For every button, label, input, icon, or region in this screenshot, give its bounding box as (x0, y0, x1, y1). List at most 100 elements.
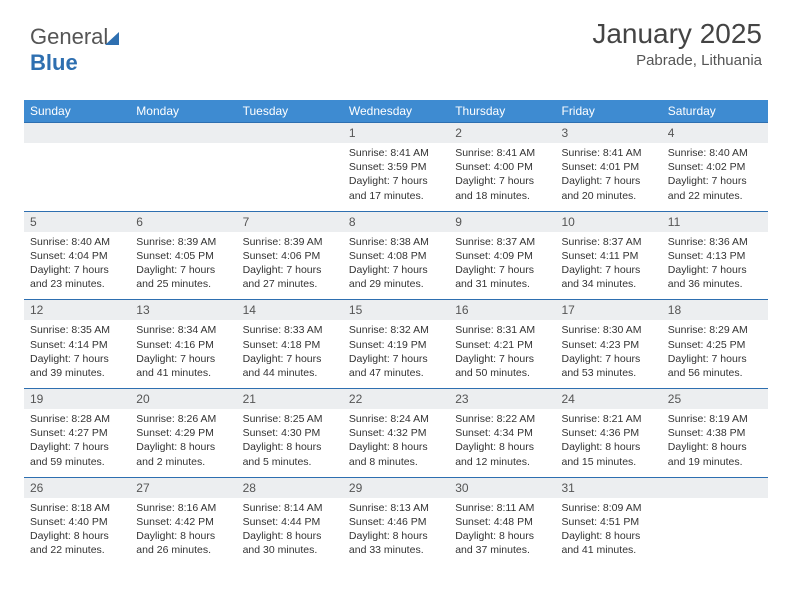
location: Pabrade, Lithuania (592, 52, 762, 69)
sunrise: Sunrise: 8:40 AM (668, 146, 762, 160)
sunset: Sunset: 4:48 PM (455, 515, 549, 529)
day-number: 15 (343, 299, 449, 320)
sunset: Sunset: 4:46 PM (349, 515, 443, 529)
day-detail: Sunrise: 8:36 AMSunset: 4:13 PMDaylight:… (662, 232, 768, 300)
sunset: Sunset: 4:23 PM (561, 338, 655, 352)
sunset: Sunset: 4:05 PM (136, 249, 230, 263)
daylight-1: Daylight: 7 hours (455, 174, 549, 188)
sunrise: Sunrise: 8:41 AM (561, 146, 655, 160)
day-detail: Sunrise: 8:18 AMSunset: 4:40 PMDaylight:… (24, 498, 130, 566)
daylight-1: Daylight: 7 hours (243, 263, 337, 277)
day-number: 3 (555, 122, 661, 143)
sunrise: Sunrise: 8:14 AM (243, 501, 337, 515)
sunset: Sunset: 4:02 PM (668, 160, 762, 174)
sunset: Sunset: 4:01 PM (561, 160, 655, 174)
daylight-1: Daylight: 8 hours (136, 529, 230, 543)
day-number: 26 (24, 477, 130, 498)
sunrise: Sunrise: 8:32 AM (349, 323, 443, 337)
sunrise: Sunrise: 8:40 AM (30, 235, 124, 249)
day-detail: Sunrise: 8:41 AMSunset: 4:01 PMDaylight:… (555, 143, 661, 211)
daylight-1: Daylight: 8 hours (561, 529, 655, 543)
daylight-2: and 33 minutes. (349, 543, 443, 557)
day-number: 12 (24, 299, 130, 320)
sunrise: Sunrise: 8:41 AM (455, 146, 549, 160)
day-detail (662, 498, 768, 566)
daylight-2: and 12 minutes. (455, 455, 549, 469)
day-detail: Sunrise: 8:32 AMSunset: 4:19 PMDaylight:… (343, 320, 449, 388)
weekday-header-row: SundayMondayTuesdayWednesdayThursdayFrid… (24, 100, 768, 122)
daytext-row: Sunrise: 8:28 AMSunset: 4:27 PMDaylight:… (24, 409, 768, 477)
sunrise: Sunrise: 8:39 AM (243, 235, 337, 249)
weekday-header: Wednesday (343, 100, 449, 122)
sunset: Sunset: 4:06 PM (243, 249, 337, 263)
day-number: 21 (237, 388, 343, 409)
day-detail: Sunrise: 8:40 AMSunset: 4:02 PMDaylight:… (662, 143, 768, 211)
daylight-1: Daylight: 8 hours (668, 440, 762, 454)
day-number: 20 (130, 388, 236, 409)
logo: General Blue (30, 24, 122, 76)
daylight-1: Daylight: 7 hours (136, 352, 230, 366)
day-number (237, 122, 343, 143)
daylight-2: and 17 minutes. (349, 189, 443, 203)
daylight-2: and 37 minutes. (455, 543, 549, 557)
daylight-1: Daylight: 7 hours (243, 352, 337, 366)
day-detail: Sunrise: 8:30 AMSunset: 4:23 PMDaylight:… (555, 320, 661, 388)
page-title: January 2025 (592, 18, 762, 50)
daylight-1: Daylight: 7 hours (349, 352, 443, 366)
sunrise: Sunrise: 8:35 AM (30, 323, 124, 337)
calendar: SundayMondayTuesdayWednesdayThursdayFrid… (24, 100, 768, 565)
daylight-1: Daylight: 7 hours (668, 174, 762, 188)
sunrise: Sunrise: 8:16 AM (136, 501, 230, 515)
daylight-1: Daylight: 7 hours (668, 263, 762, 277)
weekday-header: Friday (555, 100, 661, 122)
sunrise: Sunrise: 8:36 AM (668, 235, 762, 249)
daylight-1: Daylight: 7 hours (30, 440, 124, 454)
day-detail: Sunrise: 8:37 AMSunset: 4:09 PMDaylight:… (449, 232, 555, 300)
daylight-1: Daylight: 7 hours (30, 263, 124, 277)
day-detail: Sunrise: 8:24 AMSunset: 4:32 PMDaylight:… (343, 409, 449, 477)
day-detail: Sunrise: 8:25 AMSunset: 4:30 PMDaylight:… (237, 409, 343, 477)
sunset: Sunset: 4:18 PM (243, 338, 337, 352)
daylight-2: and 19 minutes. (668, 455, 762, 469)
sunrise: Sunrise: 8:31 AM (455, 323, 549, 337)
daynum-row: 12131415161718 (24, 299, 768, 320)
daylight-1: Daylight: 7 hours (30, 352, 124, 366)
day-detail (24, 143, 130, 211)
day-detail (130, 143, 236, 211)
day-number: 10 (555, 211, 661, 232)
sunset: Sunset: 4:40 PM (30, 515, 124, 529)
sunset: Sunset: 4:11 PM (561, 249, 655, 263)
sunrise: Sunrise: 8:38 AM (349, 235, 443, 249)
sunrise: Sunrise: 8:25 AM (243, 412, 337, 426)
daylight-1: Daylight: 7 hours (561, 352, 655, 366)
weekday-header: Sunday (24, 100, 130, 122)
daytext-row: Sunrise: 8:40 AMSunset: 4:04 PMDaylight:… (24, 232, 768, 300)
day-number: 23 (449, 388, 555, 409)
daynum-row: 19202122232425 (24, 388, 768, 409)
daylight-1: Daylight: 7 hours (349, 263, 443, 277)
daylight-2: and 18 minutes. (455, 189, 549, 203)
daylight-2: and 34 minutes. (561, 277, 655, 291)
daylight-1: Daylight: 8 hours (455, 529, 549, 543)
daylight-2: and 50 minutes. (455, 366, 549, 380)
sunset: Sunset: 4:13 PM (668, 249, 762, 263)
day-number: 11 (662, 211, 768, 232)
daylight-1: Daylight: 7 hours (349, 174, 443, 188)
logo-sail-icon (104, 30, 122, 46)
sunrise: Sunrise: 8:19 AM (668, 412, 762, 426)
sunset: Sunset: 4:25 PM (668, 338, 762, 352)
sunset: Sunset: 4:19 PM (349, 338, 443, 352)
daylight-2: and 27 minutes. (243, 277, 337, 291)
day-detail: Sunrise: 8:13 AMSunset: 4:46 PMDaylight:… (343, 498, 449, 566)
day-detail: Sunrise: 8:28 AMSunset: 4:27 PMDaylight:… (24, 409, 130, 477)
sunset: Sunset: 4:14 PM (30, 338, 124, 352)
day-number: 13 (130, 299, 236, 320)
sunset: Sunset: 4:16 PM (136, 338, 230, 352)
day-number: 28 (237, 477, 343, 498)
day-detail: Sunrise: 8:41 AMSunset: 4:00 PMDaylight:… (449, 143, 555, 211)
day-detail: Sunrise: 8:35 AMSunset: 4:14 PMDaylight:… (24, 320, 130, 388)
daylight-2: and 5 minutes. (243, 455, 337, 469)
daynum-row: 1234 (24, 122, 768, 143)
weekday-header: Thursday (449, 100, 555, 122)
daylight-1: Daylight: 8 hours (561, 440, 655, 454)
